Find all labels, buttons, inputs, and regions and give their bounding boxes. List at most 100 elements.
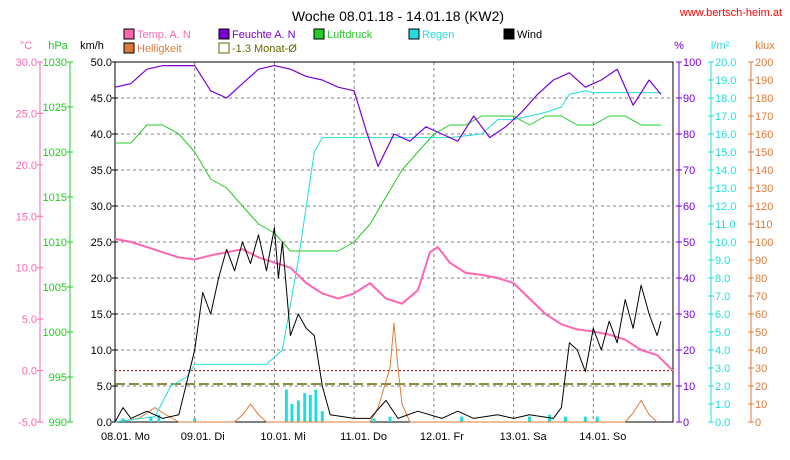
rain-tick-label: 8.0 (715, 273, 730, 285)
rain-bar (308, 395, 312, 422)
brightness-tick-label: 190 (755, 75, 773, 87)
legend-label: Regen (422, 29, 454, 41)
rain-bar (460, 416, 464, 422)
legend-item-humidity: Feuchte A. N (218, 28, 296, 41)
rain-bar (284, 389, 288, 422)
rain-tick-label: 11.0 (715, 219, 736, 231)
rain-tick-label: 0.0 (715, 417, 730, 429)
legend-label: Luftdruck (327, 29, 373, 41)
rain-bar (372, 418, 376, 422)
pressure-tick-label: 995 (49, 372, 67, 384)
temp-tick-label: 0.0 (22, 366, 37, 378)
legend-label: Helligkeit (137, 43, 182, 55)
x-tick-label: 12.01. Fr (420, 431, 464, 443)
rain-tick-label: 2.0 (715, 381, 730, 393)
pressure-tick-label: 1015 (43, 192, 67, 204)
temp-tick-label: 25.0 (16, 108, 37, 120)
legend-label: Wind (517, 29, 542, 41)
wind-tick-label: 0.0 (97, 417, 112, 429)
wind-tick-label: 5.0 (97, 381, 112, 393)
axis-units: °C hPa km/h% l/m² klux (20, 40, 775, 52)
temp-tick-label: 30.0 (16, 57, 37, 69)
brightness-tick-label: 10 (755, 399, 767, 411)
series-lines (114, 64, 674, 423)
humidity-series-line (114, 64, 662, 167)
humidity-tick-label: 10 (683, 381, 695, 393)
wind-tick-label: 30.0 (91, 201, 112, 213)
humidity-tick-label: 60 (683, 201, 695, 213)
legend-item-pressure: Luftdruck (313, 28, 373, 41)
rain-tick-label: 9.0 (715, 255, 730, 267)
legend-swatch (218, 42, 230, 54)
humidity-tick-label: 80 (683, 129, 695, 141)
rain-tick-label: 10.0 (715, 237, 736, 249)
brightness-tick-label: 110 (755, 219, 773, 231)
rain-tick-label: 7.0 (715, 291, 730, 303)
rain-tick-label: 15.0 (715, 147, 736, 159)
humidity-tick-label: 70 (683, 165, 695, 177)
humidity-tick-label: 50 (683, 237, 695, 249)
x-tick-label: 09.01. Di (181, 431, 225, 443)
temp-unit-label: °C (20, 40, 32, 52)
pressure-tick-label: 1025 (43, 102, 67, 114)
legend-item-rain: Regen (408, 28, 454, 41)
pressure-tick-label: 1020 (43, 147, 67, 159)
wind-tick-label: 40.0 (91, 129, 112, 141)
brightness-tick-label: 130 (755, 183, 773, 195)
humidity-tick-label: 20 (683, 345, 695, 357)
wind-tick-label: 25.0 (91, 237, 112, 249)
brightness-tick-label: 50 (755, 327, 767, 339)
temp-tick-label: 10.0 (16, 263, 37, 275)
legend-label: Temp. A. N (137, 29, 191, 41)
pressure-tick-label: 1010 (43, 237, 67, 249)
rain-bar (528, 416, 532, 422)
rain-bar (296, 400, 300, 422)
humidity-tick-label: 100 (683, 57, 701, 69)
legend-item-temp: Temp. A. N (123, 28, 191, 41)
humidity-tick-label: 90 (683, 93, 695, 105)
humidity-unit-label: % (674, 40, 684, 52)
rain-tick-label: 19.0 (715, 75, 736, 87)
legend-swatch (218, 28, 230, 40)
rain-bar (320, 411, 324, 422)
rain-bar (303, 393, 307, 422)
legend-item-avg: -1.3 Monat-Ø (218, 42, 297, 55)
rain-tick-label: 17.0 (715, 111, 736, 123)
wind-tick-label: 35.0 (91, 165, 112, 177)
brightness-tick-label: 150 (755, 147, 773, 159)
legend-label: -1.3 Monat-Ø (232, 43, 297, 55)
brightness-tick-label: 200 (755, 57, 773, 69)
rain-tick-label: 14.0 (715, 165, 736, 177)
axis-ticks: 30.025.020.015.010.05.00.0-5.01030102510… (16, 57, 774, 429)
rain-bar (563, 416, 567, 422)
temp-tick-label: 20.0 (16, 160, 37, 172)
pressure-tick-label: 990 (49, 417, 67, 429)
temp-tick-label: 5.0 (22, 314, 37, 326)
rain-bar (547, 414, 551, 422)
x-tick-label: 10.01. Mi (260, 431, 305, 443)
x-tick-label: 11.01. Do (340, 431, 387, 443)
wind-tick-label: 45.0 (91, 93, 112, 105)
brightness-tick-label: 170 (755, 111, 773, 123)
x-tick-label: 14.01. So (579, 431, 626, 443)
legend-label: Feuchte A. N (232, 29, 296, 41)
rain-bar (290, 404, 294, 422)
site-label[interactable]: www.bertsch-heim.at (679, 7, 782, 19)
grid-lines (114, 61, 674, 423)
rain-bar (121, 418, 125, 422)
legend-swatch (123, 42, 135, 54)
wind-tick-label: 10.0 (91, 345, 112, 357)
rain-tick-label: 1.0 (715, 399, 730, 411)
wind-tick-label: 50.0 (91, 57, 112, 69)
legend-swatch (503, 28, 515, 40)
legend-swatch (408, 28, 420, 40)
brightness-tick-label: 30 (755, 363, 767, 375)
pressure-tick-label: 1005 (43, 282, 67, 294)
rain-tick-label: 18.0 (715, 93, 736, 105)
rain-bar (149, 416, 153, 422)
x-tick-label: 13.01. Sa (500, 431, 548, 443)
pressure-tick-label: 1000 (43, 327, 67, 339)
rain-tick-label: 6.0 (715, 309, 730, 321)
brightness-tick-label: 60 (755, 309, 767, 321)
